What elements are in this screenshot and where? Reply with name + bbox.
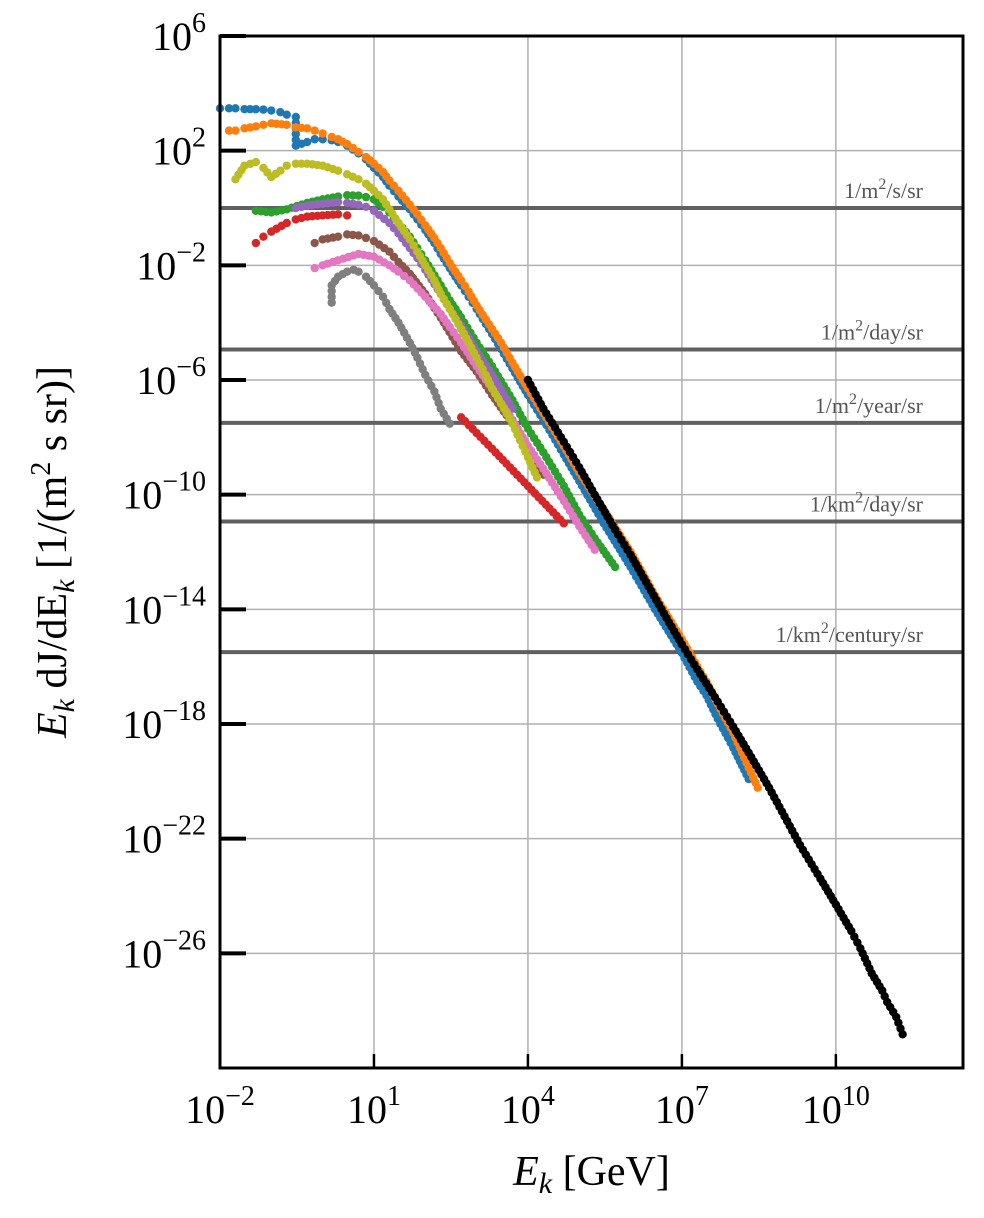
data-point-orange [354,147,363,157]
x-tick-label: 107 [655,1081,709,1132]
data-point-blue [282,110,291,119]
data-point-blue [276,107,285,117]
y-tick-label: 10−6 [136,352,206,403]
y-axis-label-sub: k [48,698,81,712]
x-tick-label: 101 [347,1081,401,1132]
data-point-gray [445,419,454,428]
data-point-blue [318,135,327,144]
data-point-brown [310,238,319,248]
data-point-red [342,211,352,220]
data-point-purple [361,202,371,212]
data-point-orange [224,126,234,135]
data-point-olive [532,473,542,482]
data-point-olive [333,166,343,175]
data-point-olive [354,175,363,184]
y-axis-label-unit-post: s sr)] [30,366,76,462]
data-point-blue [259,105,268,114]
data-point-blue [302,137,312,147]
data-point-orange [318,129,327,138]
data-point-blue [267,106,276,115]
y-axis-label: Ek dJ/dEk [1/(m2 s sr)] [26,366,81,739]
data-point-orange [231,126,240,135]
y-tick-label: 10−26 [122,925,206,976]
data-point-orange [251,122,261,131]
data-point-black [898,1030,907,1039]
data-point-red [282,218,291,228]
y-axis-label-mid: dJ/dE [30,593,76,699]
x-tick-label: 1010 [802,1081,870,1132]
data-point-red [559,519,569,528]
data-point-gray [354,267,363,276]
data-point-orange [310,126,319,135]
reference-line-label: 1/km2/century/sr [776,620,924,647]
data-point-olive [251,157,261,167]
data-point-gray [369,281,379,290]
y-tick-label: 10−2 [136,237,206,288]
data-point-olive [409,241,418,250]
data-point-orange [282,120,291,129]
data-points [215,104,907,1039]
data-point-blue [231,104,240,113]
data-point-blue [224,104,234,113]
reference-line-label: 1/m2/day/sr [821,317,924,344]
reference-line-label: 1/m2/year/sr [815,391,924,418]
data-point-gray [374,286,383,296]
data-point-gray [327,292,336,302]
data-point-green [354,191,363,200]
y-tick-label: 10−18 [122,696,206,747]
y-tick-label: 10−22 [122,811,206,862]
reference-line-label: 1/m2/s/sr [844,176,924,203]
data-point-red [251,238,261,248]
plot-frame [218,34,965,1070]
y-tick-label: 10−14 [122,581,206,632]
data-point-blue [251,104,261,114]
axis-ticks: 10−2 101 104 107 1010 106 102 10−2 10−6 10−10 10−1… [122,8,870,1132]
data-point-gray [327,286,336,296]
data-point-gray [342,267,352,276]
data-point-brown [354,231,363,240]
y-axis-label-sub2: k [48,579,81,593]
data-point-orange [327,132,336,142]
data-point-purple [354,200,363,209]
x-axis-label-unit: [GeV] [552,1149,670,1195]
data-point-olive [276,166,285,175]
data-point-gray [327,298,336,307]
data-point-olive [282,161,291,170]
data-point-green [610,562,620,572]
x-axis-label-sub: k [539,1167,553,1200]
y-tick-label: 102 [152,123,206,174]
data-point-pink [394,267,403,276]
y-axis-label-main: E [30,712,76,739]
x-axis-label-main: E [512,1149,539,1195]
data-point-red [259,232,268,241]
y-axis-label-unit-sup: 2 [26,462,57,476]
data-point-blue [310,135,319,144]
reference-line-label: 1/km2/day/sr [810,489,924,516]
x-tick-label: 10−2 [185,1081,255,1132]
x-axis-label: Ek [GeV] [512,1149,670,1200]
data-point-pink [399,271,409,281]
data-point-green [361,192,371,202]
data-point-pink [590,545,599,554]
data-point-orange [302,124,312,133]
data-point-purple [333,197,343,207]
x-tick-label: 104 [501,1081,555,1132]
y-tick-label: 10−10 [122,467,206,518]
data-point-orange [259,120,268,129]
data-point-orange [753,783,762,792]
data-point-brown [361,233,371,243]
reference-lines: 1/m2/s/sr 1/m2/day/sr 1/m2/year/sr 1/km2/da… [220,176,963,655]
data-point-red [333,210,343,219]
y-axis-label-unit-pre: [1/(m [30,475,76,579]
data-point-pink [310,263,319,273]
y-tick-label: 106 [152,8,206,59]
data-point-brown [333,232,343,241]
data-point-olive [405,235,415,244]
